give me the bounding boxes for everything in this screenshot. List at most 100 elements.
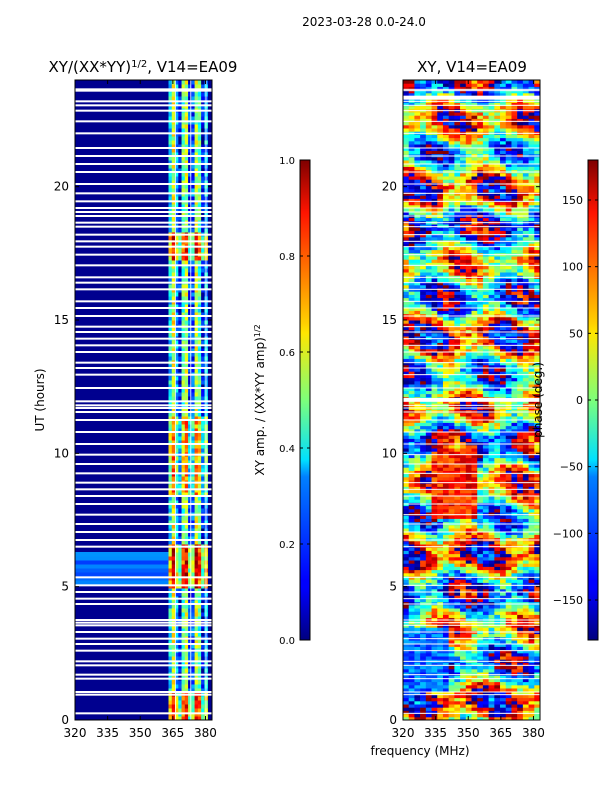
heatmap-cell	[171, 284, 176, 289]
heatmap-cell	[194, 684, 199, 689]
heatmap-cell	[517, 387, 524, 391]
heatmap-cell	[425, 566, 432, 571]
heatmap-cell	[465, 588, 472, 593]
heatmap-cell	[442, 656, 449, 660]
heatmap-cell	[528, 585, 535, 590]
heatmap-cell	[197, 260, 202, 265]
heatmap-cell	[448, 601, 455, 606]
heatmap-cell	[522, 694, 529, 699]
heatmap-cell	[511, 352, 518, 356]
heatmap-cell	[460, 643, 467, 647]
heatmap-cell	[201, 500, 205, 505]
heatmap-cell	[201, 152, 205, 157]
heatmap-cell	[454, 377, 461, 382]
heatmap-cell	[482, 694, 489, 699]
heatmap-cell	[528, 364, 535, 369]
heatmap-cell	[534, 585, 540, 590]
heatmap-cell	[517, 649, 524, 654]
heatmap-cell	[171, 384, 176, 389]
heatmap-cell	[511, 480, 518, 484]
heatmap-cell	[477, 435, 484, 439]
heatmap-cell	[505, 665, 512, 670]
heatmap-cell	[431, 348, 438, 353]
heatmap-cell	[460, 604, 467, 609]
heatmap-cell	[511, 384, 518, 388]
heatmap-cell	[488, 700, 495, 705]
heatmap-cell	[188, 600, 192, 605]
heatmap-cell	[465, 569, 472, 574]
heatmap-cell	[420, 713, 427, 718]
heatmap-cell	[471, 499, 478, 503]
heatmap-cell	[181, 140, 186, 145]
heatmap-cell	[511, 393, 518, 398]
heatmap-cell	[171, 84, 176, 89]
heatmap-cell	[194, 444, 199, 449]
heatmap-cell	[500, 515, 507, 519]
heatmap-cell	[408, 425, 415, 430]
heatmap-cell	[201, 320, 205, 325]
heatmap-cell	[500, 544, 507, 548]
heatmap-cell	[194, 144, 199, 149]
heatmap-cell	[184, 356, 189, 361]
heatmap-cell	[403, 345, 410, 350]
heatmap-cell	[437, 684, 444, 689]
heatmap-cell	[197, 228, 202, 233]
heatmap-cell	[482, 665, 489, 670]
heatmap-cell	[465, 364, 472, 369]
heatmap-cell	[201, 84, 205, 89]
heatmap-cell	[171, 256, 176, 261]
heatmap-cell	[500, 496, 507, 500]
heatmap-cell	[471, 633, 478, 638]
heatmap-cell	[178, 616, 182, 621]
heatmap-cell	[171, 504, 176, 509]
heatmap-cell	[517, 496, 524, 500]
heatmap-cell	[500, 518, 507, 523]
heatmap-cell	[431, 601, 438, 606]
heatmap-cell	[420, 348, 427, 353]
heatmap-cell	[477, 371, 484, 375]
heatmap-cell	[442, 412, 449, 417]
heatmap-cell	[517, 444, 524, 449]
heatmap-cell	[188, 152, 192, 157]
heatmap-cell	[465, 476, 472, 481]
heatmap-cell	[528, 588, 535, 593]
heatmap-cell	[528, 339, 535, 343]
data-gap	[75, 325, 212, 328]
heatmap-cell	[482, 329, 489, 334]
heatmap-cell	[408, 454, 415, 459]
heatmap-cell	[482, 716, 489, 720]
heatmap-cell	[522, 684, 529, 689]
heatmap-cell	[408, 432, 415, 436]
heatmap-cell	[181, 680, 186, 685]
heatmap-cell	[477, 438, 484, 443]
heatmap-cell	[482, 595, 489, 599]
heatmap-cell	[517, 361, 524, 366]
heatmap-cell	[437, 681, 444, 686]
heatmap-cell	[471, 460, 478, 465]
heatmap-cell	[408, 444, 415, 449]
heatmap-cell	[477, 489, 484, 494]
heatmap-cell	[188, 668, 192, 673]
heatmap-cell	[188, 484, 192, 489]
heatmap-cell	[437, 537, 444, 542]
heatmap-cell	[505, 713, 512, 718]
heatmap-cell	[431, 579, 438, 583]
heatmap-cell	[528, 624, 535, 628]
heatmap-cell	[414, 422, 421, 427]
heatmap-cell	[522, 435, 529, 439]
heatmap-cell	[494, 656, 501, 660]
heatmap-cell	[494, 592, 501, 596]
heatmap-cell	[188, 708, 192, 713]
heatmap-cell	[437, 556, 444, 561]
heatmap-cell	[194, 520, 199, 525]
heatmap-cell	[511, 448, 518, 452]
heatmap-cell	[425, 380, 432, 385]
heatmap-cell	[505, 579, 512, 583]
heatmap-cell	[471, 524, 478, 529]
heatmap-cell	[517, 371, 524, 375]
heatmap-cell	[197, 112, 202, 117]
heatmap-cell	[454, 444, 461, 449]
heatmap-cell	[178, 460, 182, 465]
heatmap-cell	[431, 556, 438, 561]
heatmap-cell	[188, 172, 192, 177]
